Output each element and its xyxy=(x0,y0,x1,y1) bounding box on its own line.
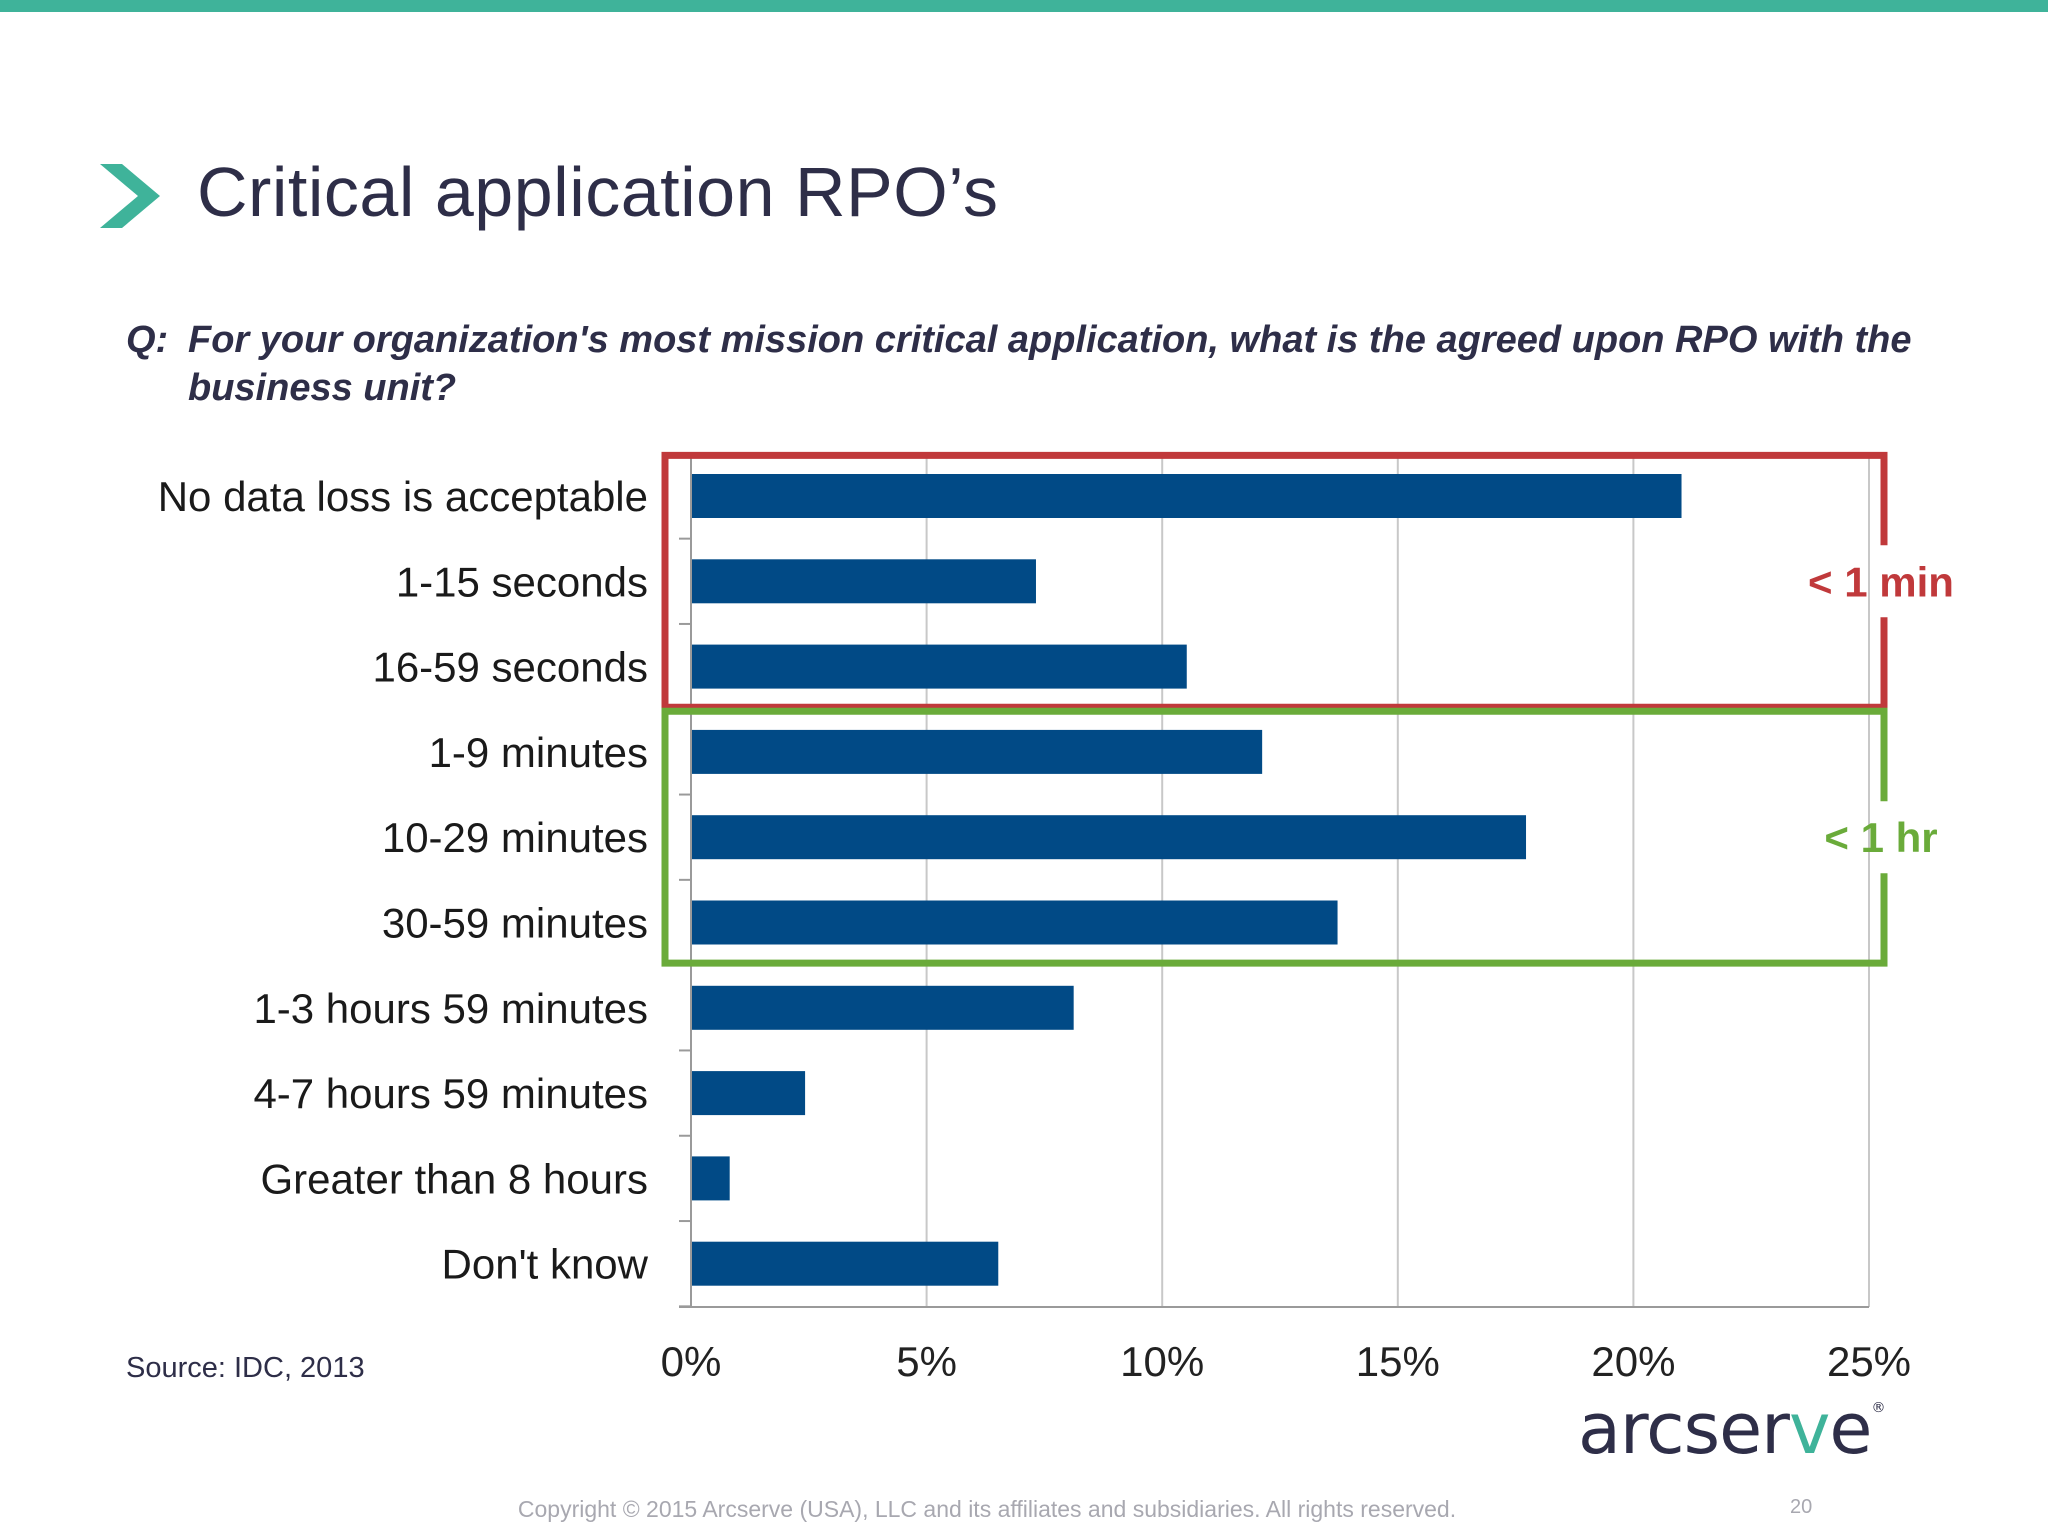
slide-title: Critical application RPO’s xyxy=(197,153,999,231)
group-bracket: < 1 hr xyxy=(661,707,1938,967)
bar xyxy=(692,1071,806,1116)
category-label: 1-3 hours 59 minutes xyxy=(253,985,648,1032)
survey-question: Q: For your organization's most mission … xyxy=(126,316,1956,412)
x-tick-label: 5% xyxy=(896,1338,957,1385)
x-tick-label: 15% xyxy=(1356,1338,1440,1385)
bar xyxy=(692,1156,730,1201)
question-text: For your organization's most mission cri… xyxy=(188,319,1912,409)
category-label: 30-59 minutes xyxy=(382,900,648,947)
question-prefix: Q: xyxy=(126,319,169,361)
category-label: 4-7 hours 59 minutes xyxy=(253,1070,648,1117)
category-label: Greater than 8 hours xyxy=(260,1155,648,1202)
category-label: Don't know xyxy=(442,1241,649,1288)
page-number: 20 xyxy=(1790,1496,1813,1518)
category-label: No data loss is acceptable xyxy=(158,473,648,520)
bar xyxy=(692,815,1527,860)
bar xyxy=(692,1241,999,1286)
bar xyxy=(692,559,1036,604)
category-label: 16-59 seconds xyxy=(372,644,648,691)
chart-labels: 0% 5% 10% 15% 20% 25% No data loss is acceptab… xyxy=(158,473,1911,1385)
group-label: < 1 hr xyxy=(1824,814,1937,861)
bar xyxy=(692,985,1074,1030)
arcserve-logo: arcserve® xyxy=(1578,1388,1885,1470)
chart-group-brackets: < 1 min < 1 hr xyxy=(661,451,1954,967)
group-bracket: < 1 min xyxy=(661,451,1954,711)
bar xyxy=(692,644,1187,689)
group-box xyxy=(661,451,1888,711)
bar xyxy=(692,474,1682,518)
source-note: Source: IDC, 2013 xyxy=(126,1352,365,1384)
chart-bars xyxy=(692,474,1682,1286)
group-box xyxy=(661,707,1888,967)
category-label: 1-15 seconds xyxy=(396,558,648,605)
group-label: < 1 min xyxy=(1808,558,1954,605)
bar xyxy=(692,729,1263,774)
category-label: 1-9 minutes xyxy=(429,729,648,776)
copyright-footer: Copyright © 2015 Arcserve (USA), LLC and… xyxy=(517,1496,1457,1522)
chevron-icon xyxy=(100,164,160,228)
x-tick-label: 20% xyxy=(1591,1338,1675,1385)
x-tick-label: 0% xyxy=(661,1338,722,1385)
x-tick-label: 25% xyxy=(1827,1338,1911,1385)
bar xyxy=(692,900,1338,945)
category-label: 10-29 minutes xyxy=(382,814,648,861)
top-accent-bar xyxy=(0,0,2048,12)
x-tick-label: 10% xyxy=(1120,1338,1204,1385)
